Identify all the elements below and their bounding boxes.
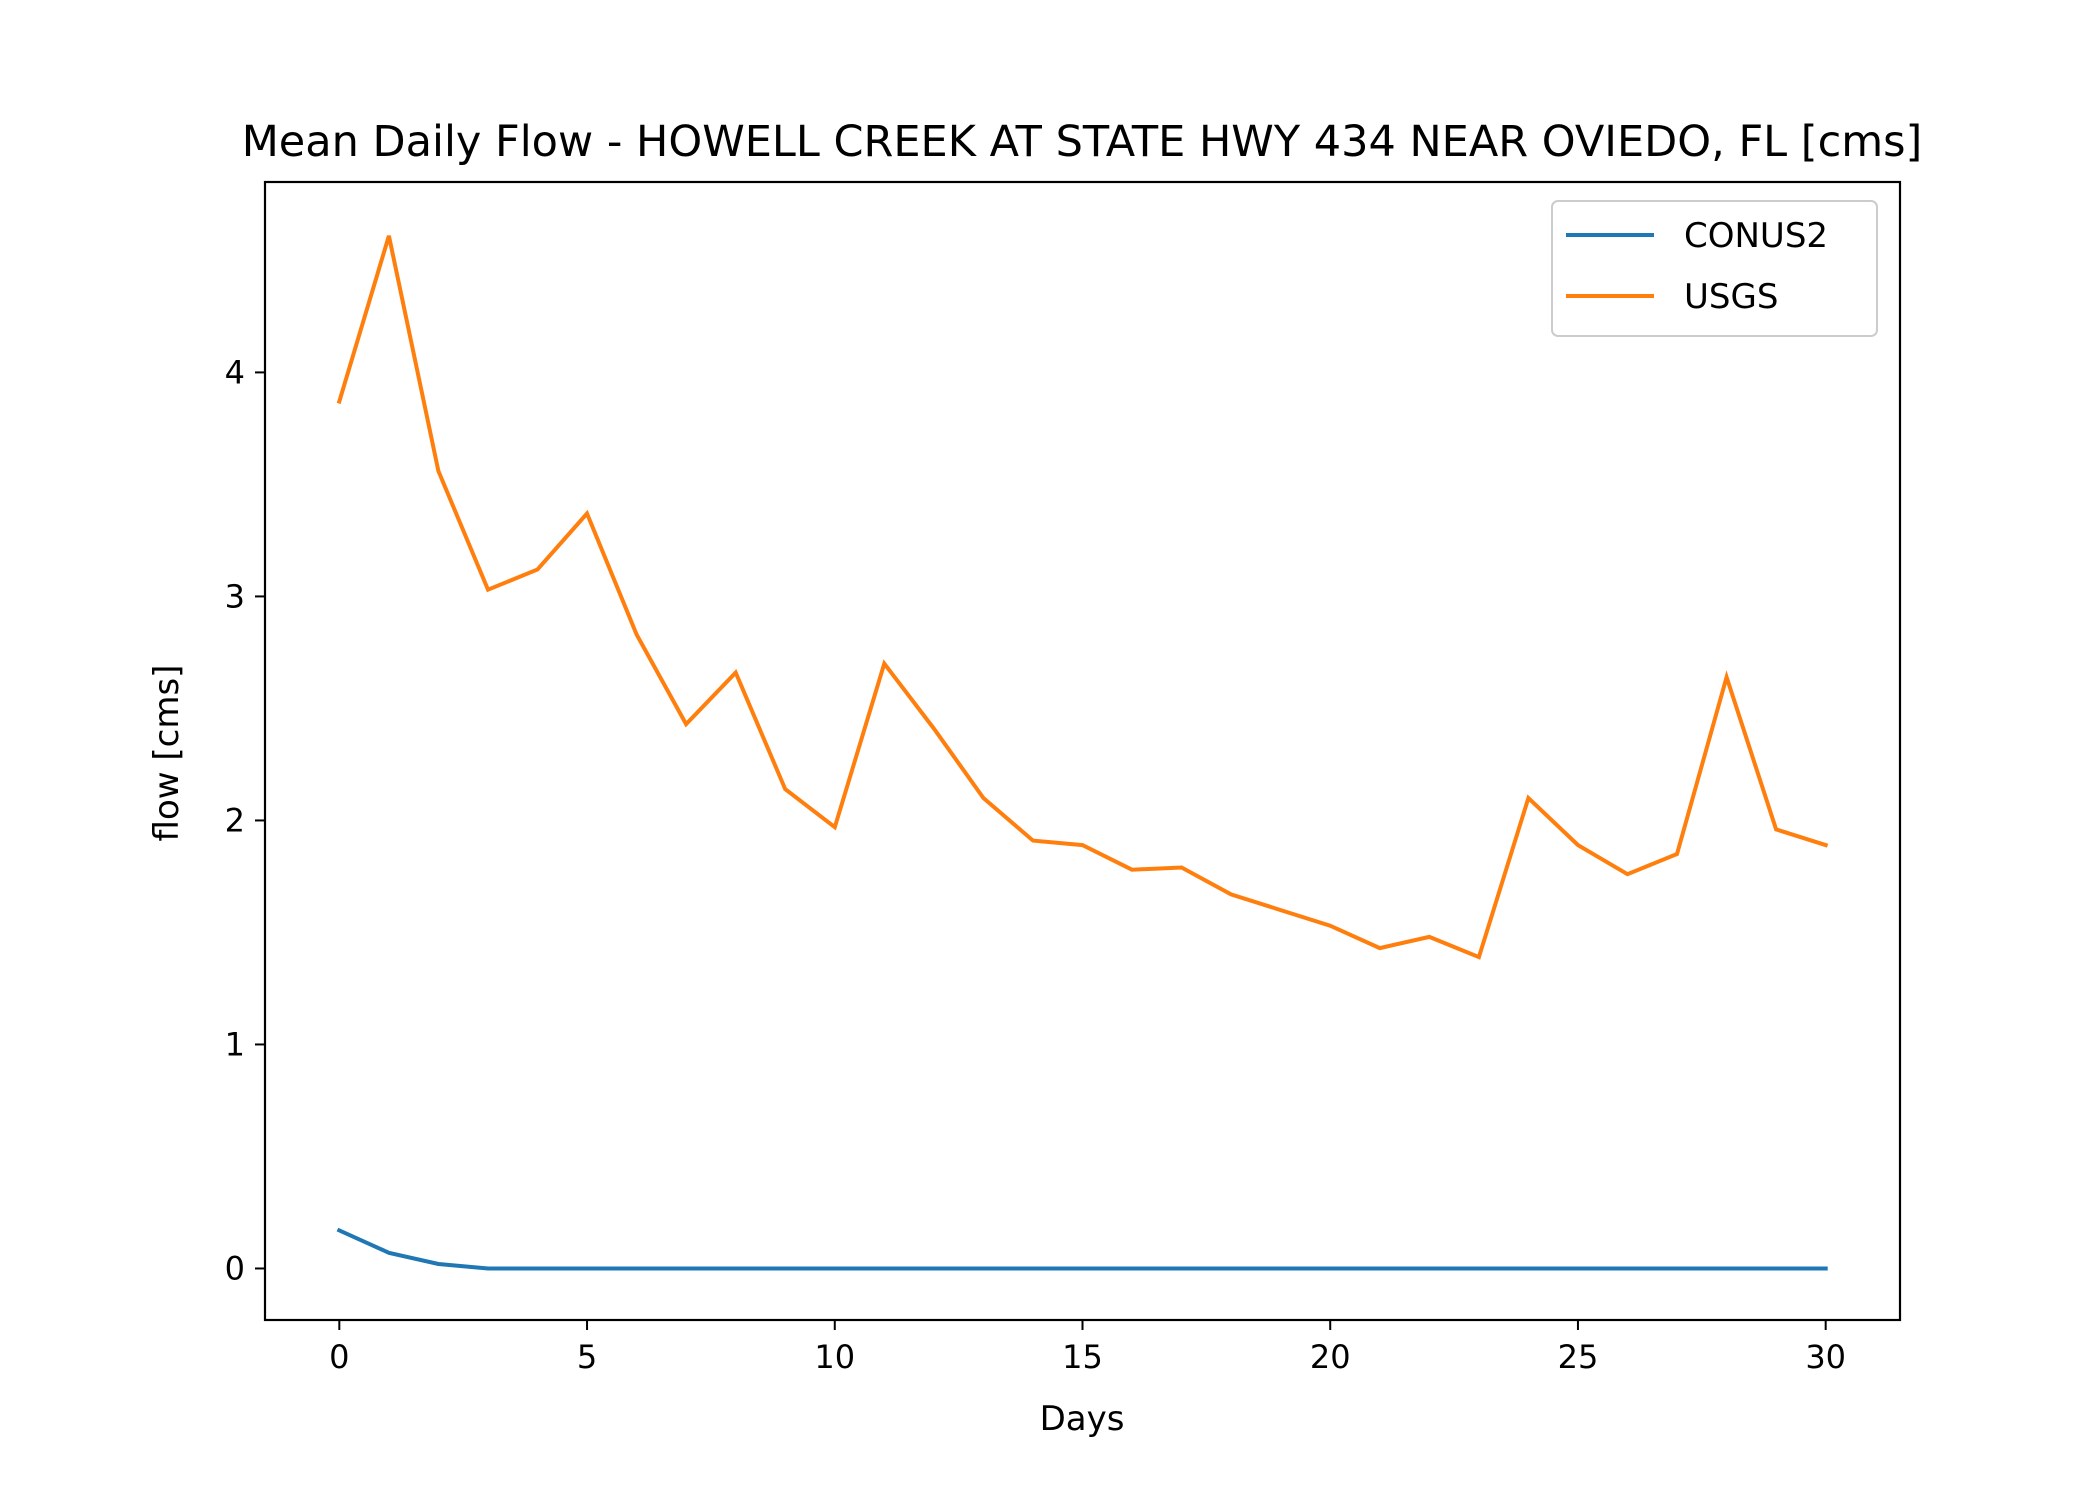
x-axis-label: Days <box>1040 1399 1125 1439</box>
legend-label: CONUS2 <box>1684 216 1828 256</box>
y-tick-label: 3 <box>225 577 245 615</box>
legend-item-conus2: CONUS2 <box>1566 216 1828 256</box>
series-layer <box>336 235 1829 1271</box>
x-tick-label: 20 <box>1310 1338 1351 1376</box>
chart-title: Mean Daily Flow - HOWELL CREEK AT STATE … <box>242 117 1923 167</box>
x-tick-label: 5 <box>577 1338 597 1376</box>
y-tick-label: 0 <box>225 1249 245 1287</box>
series-usgs <box>336 235 1829 960</box>
x-tick-label: 15 <box>1062 1338 1103 1376</box>
y-axis-label: flow [cms] <box>147 665 187 842</box>
series-conus2 <box>336 1227 1828 1271</box>
x-tick-label: 30 <box>1805 1338 1846 1376</box>
x-tick-label: 25 <box>1558 1338 1599 1376</box>
y-axis: 0 1 2 3 4 <box>225 353 265 1287</box>
x-tick-label: 10 <box>814 1338 855 1376</box>
y-tick-label: 2 <box>225 801 245 839</box>
legend-label: USGS <box>1684 277 1778 317</box>
y-tick-label: 4 <box>225 353 245 391</box>
legend: CONUS2 USGS <box>1551 200 1878 337</box>
y-tick-label: 1 <box>225 1025 245 1063</box>
x-tick-label: 0 <box>329 1338 349 1376</box>
legend-item-usgs: USGS <box>1566 277 1778 317</box>
x-axis: 0 5 10 15 20 25 30 <box>329 1320 1846 1376</box>
